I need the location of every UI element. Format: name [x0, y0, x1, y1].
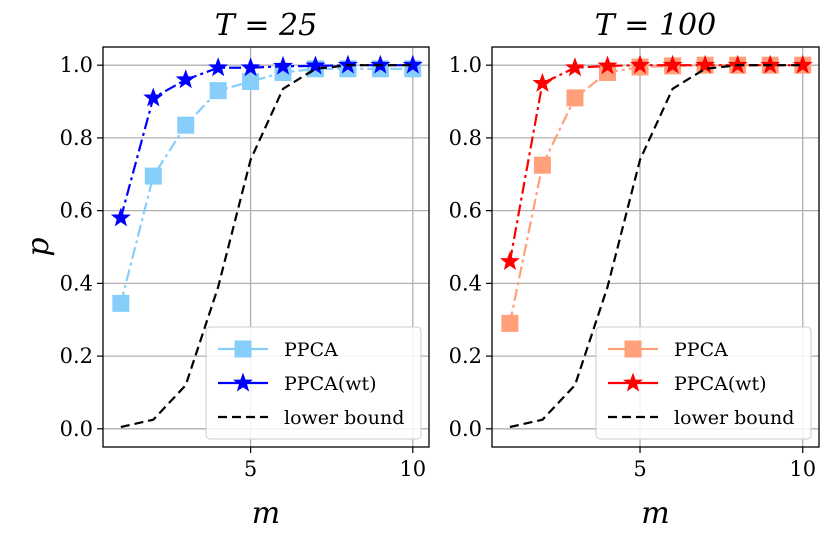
data-point-star-1-0 [110, 207, 131, 227]
legend-label: PPCA [284, 339, 338, 361]
chart-title: T = 25 [215, 8, 317, 43]
x-axis-label: m [641, 496, 669, 531]
series-line-ppca [508, 64, 803, 324]
data-point-star-1-2 [175, 69, 196, 89]
data-point-star-1-6 [695, 54, 716, 74]
x-axis-label: m [252, 496, 280, 531]
data-point-star-1-6 [305, 55, 326, 75]
axes-frame [102, 46, 430, 448]
x-tick-label: 5 [633, 457, 646, 481]
series-line-ppca-wt- [508, 64, 803, 262]
data-point-star-1-4 [240, 57, 261, 77]
legend-label: lower bound [284, 407, 404, 429]
data-point-star-1-5 [273, 55, 293, 75]
y-tick-label: 0.8 [60, 126, 93, 150]
legend-label: PPCA(wt) [284, 373, 377, 395]
data-point-square-legend-0 [624, 340, 642, 358]
legend-label: PPCA(wt) [674, 373, 767, 395]
legend-box [205, 326, 422, 440]
series-line-ppca-wt- [119, 64, 413, 219]
data-point-star-1-4 [630, 54, 650, 74]
series-line-lower-bound [509, 64, 803, 429]
data-point-star-1-9 [792, 54, 813, 74]
series-line-lower-bound [120, 64, 413, 429]
data-point-square-0-2 [566, 89, 584, 107]
y-axis-label: p [21, 237, 56, 256]
y-tick-label: 0.8 [449, 126, 482, 150]
x-tick-label: 10 [789, 457, 816, 481]
data-point-star-1-3 [597, 55, 618, 75]
data-point-star-1-5 [662, 54, 683, 74]
data-point-square-0-1 [533, 156, 551, 174]
legend-box [595, 326, 812, 440]
data-point-star-legend-1 [233, 372, 253, 392]
data-point-square-legend-0 [234, 340, 252, 358]
data-point-square-0-0 [501, 314, 519, 332]
y-tick-label: 0.6 [449, 199, 482, 223]
legend: PPCA PPCA(wt) lower bound [595, 326, 812, 440]
axes-frame [491, 46, 820, 448]
data-point-square-0-0 [112, 294, 130, 312]
data-point-square-0-1 [144, 167, 162, 185]
chart-panel-2: 5 10 0.0 0.2 0.4 0.6 0.8 1.0 T = 100 m PPCA PPCA(wt… [449, 8, 820, 531]
data-point-star-1-9 [402, 54, 423, 74]
y-tick-label: 0.0 [449, 417, 482, 441]
y-tick-label: 0.0 [60, 417, 93, 441]
legend: PPCA PPCA(wt) lower bound [205, 326, 422, 440]
chart-panel-1: 5 10 0.0 0.2 0.4 0.6 0.8 1.0 T = 25 m PPCA PPCA(wt)… [60, 8, 430, 531]
data-point-square-0-3 [209, 82, 227, 100]
data-point-square-0-2 [177, 116, 195, 134]
data-point-star-legend-1 [623, 372, 643, 392]
data-point-star-1-2 [565, 57, 585, 77]
y-tick-label: 0.4 [60, 271, 93, 295]
y-tick-label: 0.2 [449, 344, 482, 368]
legend-label: PPCA [674, 339, 728, 361]
x-tick-label: 10 [399, 457, 426, 481]
data-point-star-1-1 [532, 72, 553, 92]
data-point-star-1-3 [208, 57, 229, 77]
data-point-square-0-4 [242, 73, 260, 91]
y-tick-label: 1.0 [449, 53, 482, 77]
y-tick-label: 0.6 [60, 199, 93, 223]
x-tick-label: 5 [244, 457, 257, 481]
chart-title: T = 100 [595, 8, 716, 43]
y-tick-label: 0.2 [60, 344, 93, 368]
data-point-star-1-1 [143, 87, 164, 107]
series-line-ppca [119, 67, 413, 304]
y-tick-label: 0.4 [449, 271, 482, 295]
data-point-star-1-0 [499, 251, 520, 271]
legend-label: lower bound [674, 407, 794, 429]
y-tick-label: 1.0 [60, 53, 93, 77]
